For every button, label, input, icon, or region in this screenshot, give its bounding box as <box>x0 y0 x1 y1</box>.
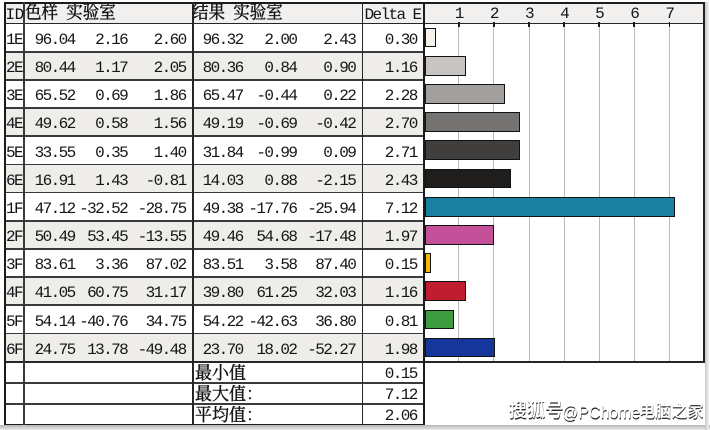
svg-text:@PChome: @PChome <box>563 403 641 423</box>
svg-text:@PChome: @PChome <box>562 402 640 422</box>
